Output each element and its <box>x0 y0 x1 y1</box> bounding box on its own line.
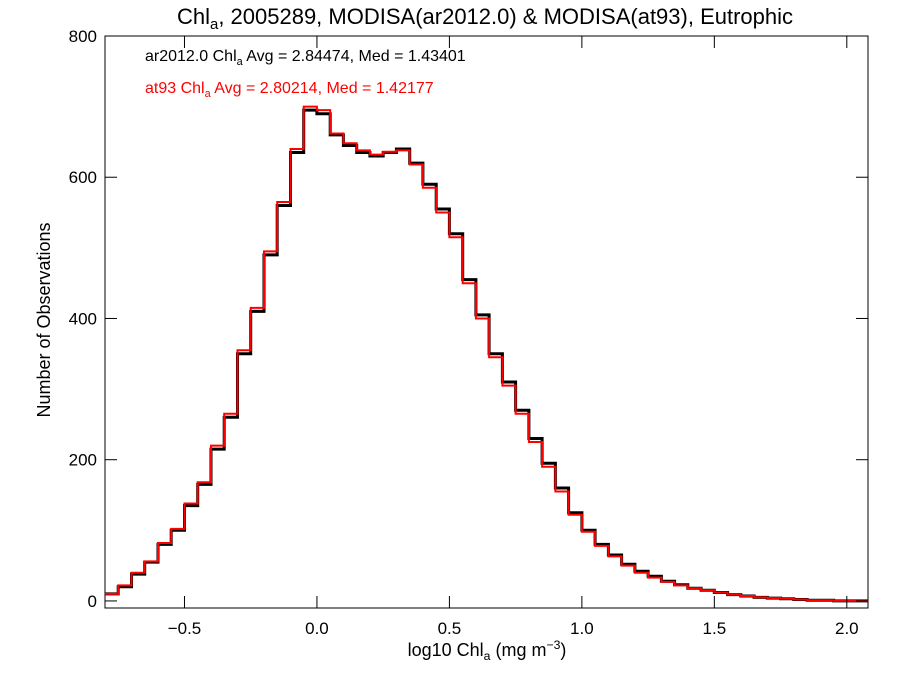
plot-area: −0.5 0.0 0.5 1.0 1.5 2.0 0 200 400 600 800 <box>69 27 869 638</box>
legend-entry-at93: at93 Chla Avg = 2.80214, Med = 1.42177 <box>145 80 434 100</box>
legend: ar2012.0 Chla Avg = 2.84474, Med = 1.434… <box>145 48 466 100</box>
y-tick-label-0: 0 <box>88 592 97 611</box>
x-tick-label-2: 0.5 <box>438 619 462 638</box>
y-tick-label-1: 200 <box>69 451 97 470</box>
plot-frame <box>104 35 869 609</box>
x-tick-label-0: −0.5 <box>168 619 202 638</box>
x-tick-label-3: 1.0 <box>570 619 594 638</box>
y-tick-label-3: 600 <box>69 168 97 187</box>
x-tick-label-1: 0.0 <box>305 619 329 638</box>
series-line-at93 <box>105 105 868 602</box>
y-tick-label-4: 800 <box>69 27 97 46</box>
chart-title: Chla, 2005289, MODISA(ar2012.0) & MODISA… <box>177 4 793 33</box>
series-layer <box>105 105 868 603</box>
x-tick-label-5: 2.0 <box>835 619 859 638</box>
x-tick-label-4: 1.5 <box>703 619 727 638</box>
series-line-ar2012-0 <box>105 108 868 603</box>
tick-layer: −0.5 0.0 0.5 1.0 1.5 2.0 0 200 400 600 800 <box>69 27 868 638</box>
y-tick-label-2: 400 <box>69 309 97 328</box>
y-axis-label: Number of Observations <box>34 222 54 417</box>
x-axis-label: log10 Chla (mg m−3) <box>408 638 567 663</box>
legend-entry-ar2012: ar2012.0 Chla Avg = 2.84474, Med = 1.434… <box>145 48 466 68</box>
